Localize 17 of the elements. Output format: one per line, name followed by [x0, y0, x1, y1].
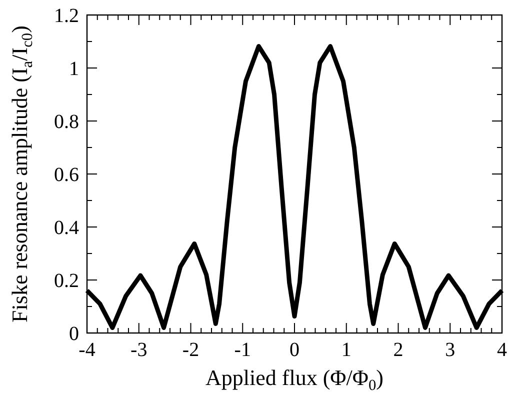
x-tick-label: 3: [445, 339, 456, 361]
x-tick-label: 0: [290, 339, 300, 361]
x-tick-label: 2: [393, 339, 404, 361]
x-tick-label: 1: [341, 339, 352, 361]
x-axis-title: Applied flux (Φ/Φ$_{0}$): [206, 365, 384, 394]
x-tick-label: 4: [497, 339, 507, 361]
y-tick-label: 1: [69, 58, 79, 80]
y-tick-label: 1.2: [54, 5, 79, 27]
y-tick-label: 0.4: [54, 217, 79, 239]
x-tick-label: -3: [130, 339, 148, 361]
y-tick-label: 0.6: [54, 164, 79, 186]
y-tick-label: 0.2: [54, 270, 79, 292]
x-tick-label: -1: [234, 339, 251, 361]
x-tick-label: -4: [78, 339, 96, 361]
y-tick-label: 0: [69, 323, 79, 345]
y-tick-label: 0.8: [54, 111, 79, 133]
x-tick-label: -2: [182, 339, 200, 361]
